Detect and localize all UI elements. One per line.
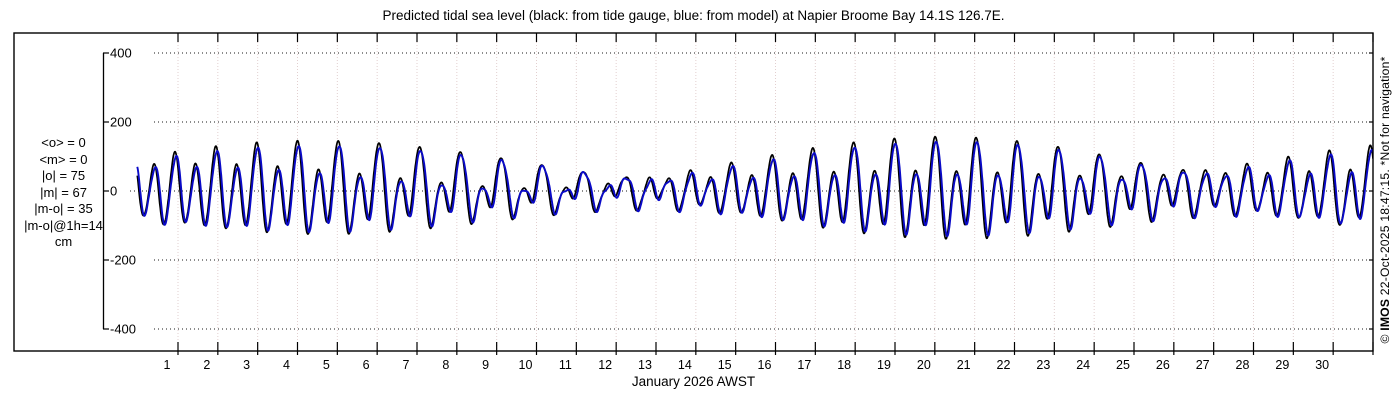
day-label: 11 bbox=[558, 358, 572, 372]
tide-curve-model bbox=[136, 140, 1373, 238]
day-label: 4 bbox=[283, 358, 290, 372]
copyright-symbol: © bbox=[1378, 330, 1392, 344]
imos-brand: IMOS bbox=[1378, 298, 1392, 331]
day-label: 15 bbox=[717, 358, 732, 372]
day-label: 19 bbox=[877, 358, 891, 372]
day-label: 27 bbox=[1195, 358, 1210, 372]
watermark-text: 22-Oct-2025 18:47:15. *Not for navigatio… bbox=[1378, 56, 1392, 299]
stat-mean-mod: <m> = 0 bbox=[39, 151, 88, 167]
day-label: 1 bbox=[163, 358, 171, 372]
day-label: 21 bbox=[956, 358, 971, 372]
day-label: 5 bbox=[322, 358, 330, 372]
stat-abs-diff-1h: |m-o|@1h=14 bbox=[24, 217, 103, 233]
day-label: 13 bbox=[638, 358, 652, 372]
day-label: 6 bbox=[362, 358, 370, 372]
y-tick-label: -400 bbox=[110, 321, 137, 337]
plot-frame bbox=[13, 32, 1374, 352]
day-label: 29 bbox=[1275, 358, 1290, 372]
day-label: 7 bbox=[402, 358, 410, 372]
day-label: 2 bbox=[203, 358, 211, 372]
day-label: 30 bbox=[1315, 358, 1330, 372]
stat-abs-obs: |o| = 75 bbox=[41, 168, 86, 183]
day-label: 22 bbox=[996, 358, 1011, 372]
y-tick-label: 0 bbox=[110, 183, 118, 199]
day-label: 24 bbox=[1076, 358, 1091, 372]
day-label: 3 bbox=[243, 358, 251, 372]
y-tick-label: 200 bbox=[110, 114, 132, 130]
day-label: 16 bbox=[757, 358, 772, 372]
stat-mean-obs: <o> = 0 bbox=[41, 135, 86, 150]
day-label: 10 bbox=[518, 358, 533, 372]
stat-abs-mod: |m| = 67 bbox=[40, 184, 87, 200]
x-axis-label: January 2026 AWST bbox=[631, 374, 756, 389]
day-label: 20 bbox=[916, 358, 931, 372]
day-label: 18 bbox=[837, 358, 852, 372]
day-label: 9 bbox=[482, 358, 490, 372]
stats-panel: <o> = 0 <m> = 0 |o| = 75 |m| = 67 |m-o| … bbox=[0, 135, 127, 251]
chart-title: Predicted tidal sea level (black: from t… bbox=[382, 8, 1005, 23]
y-tick-label: 400 bbox=[110, 45, 132, 61]
day-label: 14 bbox=[677, 358, 692, 372]
day-label: 25 bbox=[1116, 358, 1130, 372]
stat-abs-diff: |m-o| = 35 bbox=[34, 201, 93, 216]
day-label: 8 bbox=[442, 358, 450, 372]
day-label: 17 bbox=[797, 358, 812, 372]
day-label: 12 bbox=[598, 358, 613, 372]
stat-unit: cm bbox=[54, 234, 73, 249]
tide-curve-observed bbox=[136, 135, 1373, 240]
day-label: 28 bbox=[1235, 358, 1250, 372]
day-label: 23 bbox=[1036, 358, 1051, 372]
y-tick-label: -200 bbox=[110, 252, 137, 268]
day-label: 26 bbox=[1155, 358, 1170, 372]
